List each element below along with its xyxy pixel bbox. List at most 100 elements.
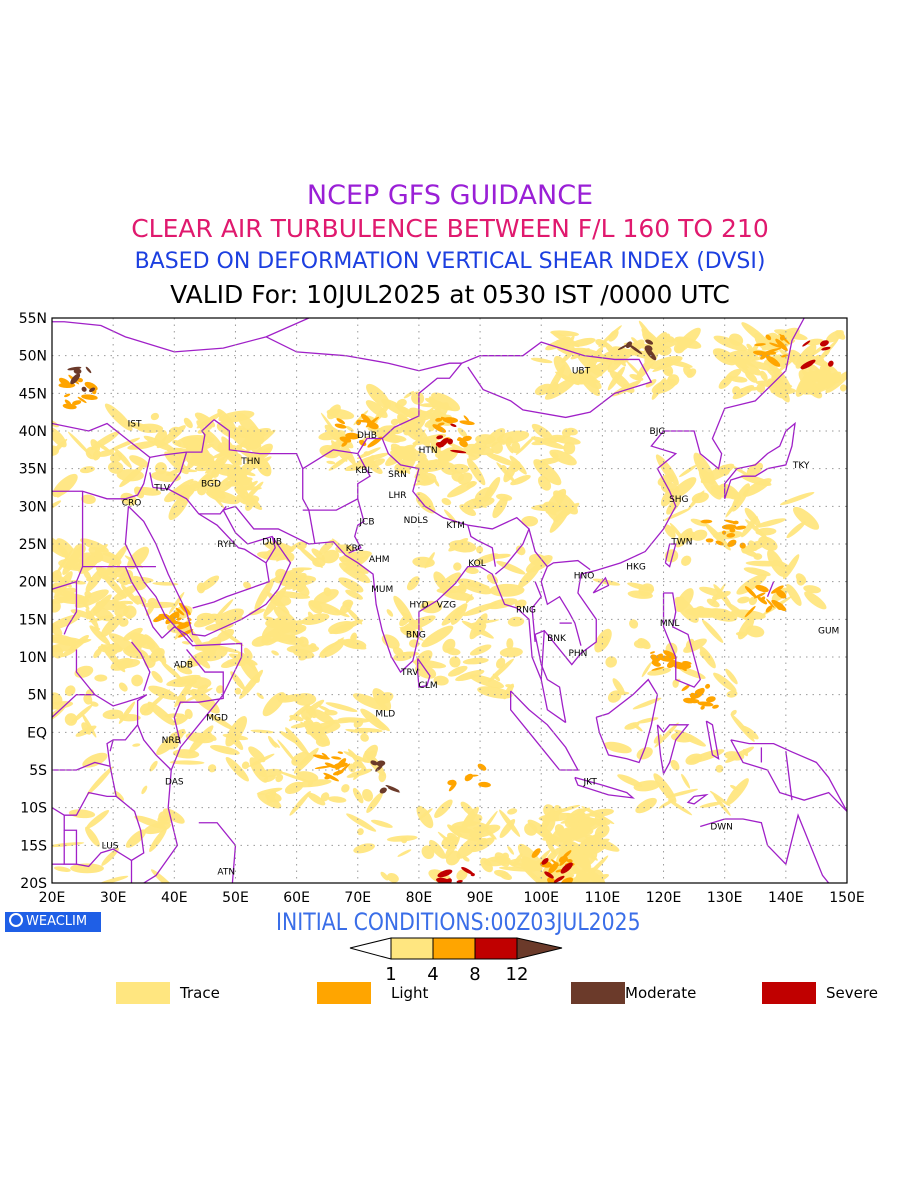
trace-patch — [570, 872, 594, 883]
turbulence-core — [628, 344, 643, 355]
trace-patch — [496, 462, 517, 484]
trace-patch — [718, 375, 733, 389]
title-method: BASED ON DEFORMATION VERTICAL SHEAR INDE… — [134, 249, 766, 274]
trace-patch — [496, 560, 526, 575]
trace-patch — [352, 760, 363, 769]
trace-patch — [528, 553, 549, 567]
trace-patch — [448, 665, 468, 677]
trace-patch — [352, 787, 364, 804]
trace-patch — [52, 842, 85, 848]
border-line — [63, 566, 84, 635]
lat-tick-label: 5N — [28, 688, 47, 704]
trace-patch — [52, 623, 63, 637]
trace-patch — [346, 768, 373, 778]
trace-patch — [553, 355, 573, 382]
turbulence-core — [734, 525, 747, 530]
trace-patch — [675, 588, 694, 612]
lat-tick-label: 35N — [19, 462, 47, 478]
turbulence-core — [551, 859, 560, 866]
turbulence-core — [379, 787, 387, 794]
lat-tick-label: EQ — [27, 725, 47, 741]
trace-patch — [431, 392, 461, 412]
turbulence-core — [765, 334, 772, 341]
trace-patch — [118, 701, 136, 724]
trace-patch — [487, 658, 515, 683]
trace-patch — [237, 651, 260, 683]
trace-patch — [325, 719, 357, 724]
turbulence-core — [461, 435, 472, 442]
trace-patch — [55, 538, 79, 564]
border-line — [265, 336, 653, 419]
legend-swatch-light — [317, 982, 371, 1004]
trace-patch — [110, 657, 133, 671]
trace-patch — [730, 713, 755, 742]
trace-patch — [415, 664, 437, 679]
trace-patch — [131, 634, 148, 647]
border-line — [265, 536, 276, 564]
trace-patch — [249, 456, 272, 471]
station-mld: MLD — [375, 710, 395, 720]
turbulence-core — [435, 442, 445, 448]
coastline — [52, 422, 151, 500]
trace-patch — [52, 645, 64, 659]
turbulence-core — [77, 378, 83, 383]
station-trv: TRV — [400, 668, 419, 678]
trace-patch — [189, 677, 212, 689]
turbulence-core — [819, 340, 829, 347]
trace-patch — [465, 567, 479, 575]
trace-patch — [380, 871, 389, 881]
trace-patch — [411, 391, 425, 405]
trace-patch — [756, 383, 766, 393]
trace-patch — [321, 549, 340, 564]
title-valid-time: VALID For: 10JUL2025 at 0530 IST /0000 U… — [170, 280, 730, 309]
station-tlv: TLV — [153, 484, 171, 494]
lon-tick-label: 90E — [467, 890, 494, 906]
trace-patch — [669, 522, 686, 543]
trace-patch — [153, 429, 167, 446]
trace-patch — [150, 412, 159, 421]
trace-patch — [485, 452, 516, 467]
trace-patch — [711, 583, 726, 606]
trace-patch — [421, 625, 454, 648]
turbulence-core — [828, 360, 834, 367]
trace-patch — [345, 729, 369, 734]
lon-tick-label: 120E — [646, 890, 682, 906]
trace-patch — [168, 492, 190, 520]
trace-patch — [176, 665, 193, 675]
trace-patch — [248, 608, 265, 616]
trace-patch — [403, 391, 415, 399]
trace-patch — [839, 384, 847, 392]
turbulence-core — [437, 869, 453, 878]
turbulence-core — [776, 589, 787, 599]
trace-patch — [188, 725, 214, 754]
turbulence-core — [370, 760, 378, 766]
trace-patch — [755, 518, 786, 528]
trace-patch — [248, 753, 275, 767]
trace-patch — [225, 757, 249, 782]
trace-patch — [360, 733, 369, 742]
trace-patch — [323, 587, 332, 597]
turbulence-core — [165, 611, 179, 625]
turbulence-core — [779, 334, 785, 341]
turbulence-core — [81, 386, 87, 392]
lat-tick-label: 55N — [19, 311, 47, 327]
trace-patch — [515, 545, 526, 556]
trace-patch — [127, 546, 150, 570]
trace-patch — [457, 578, 492, 595]
turbulence-core — [70, 373, 81, 385]
trace-patch — [196, 420, 205, 431]
turbulence-core — [821, 346, 831, 351]
trace-patch — [498, 866, 537, 872]
trace-patch — [84, 590, 92, 599]
coastline — [592, 576, 610, 594]
trace-patch — [208, 764, 217, 773]
trace-patch — [687, 490, 705, 510]
lat-tick-label: 15N — [19, 612, 47, 628]
trace-patch — [691, 529, 708, 541]
station-dhb: DHB — [357, 431, 377, 441]
trace-patch — [690, 518, 707, 527]
trace-patch — [459, 504, 477, 517]
trace-patch — [101, 847, 119, 866]
trace-patch — [456, 835, 482, 859]
trace-patch — [486, 598, 518, 610]
